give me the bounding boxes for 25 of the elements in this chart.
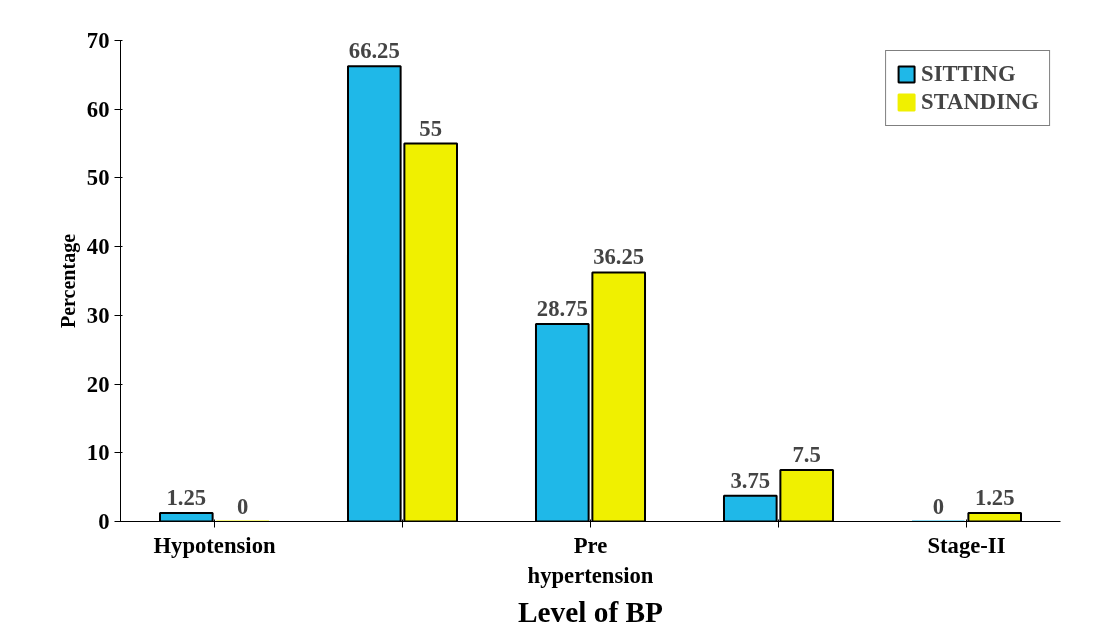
legend-label: SITTING — [921, 61, 1016, 87]
data-label: 0 — [237, 493, 249, 519]
x-tick-label: Stage-II — [927, 532, 1006, 558]
x-tick-label: Hypotension — [153, 532, 276, 558]
data-label: 66.25 — [348, 38, 400, 64]
y-tick-label: 0 — [98, 509, 110, 534]
data-label: 7.5 — [792, 441, 821, 467]
data-label: 1.25 — [974, 484, 1015, 510]
y-tick-label: 10 — [86, 440, 110, 466]
y-tick-label: 20 — [86, 371, 110, 397]
legend-label: STANDING — [921, 89, 1039, 115]
data-label: 28.75 — [536, 295, 588, 321]
y-tick-label: 60 — [86, 96, 110, 122]
y-axis-title: Percentage — [56, 233, 80, 329]
data-label: 1.25 — [166, 484, 207, 510]
data-label: 55 — [419, 115, 443, 141]
x-tick-label: Pre hypertension — [527, 532, 654, 588]
data-label: 3.75 — [730, 467, 771, 493]
data-label: 0 — [932, 493, 944, 519]
y-tick-label: 40 — [86, 234, 110, 260]
x-axis-title: Level of BP — [518, 595, 664, 628]
data-label: 36.25 — [593, 244, 645, 270]
y-tick-label: 70 — [86, 28, 110, 53]
y-tick-label: 30 — [86, 302, 110, 328]
y-tick-label: 50 — [86, 165, 110, 191]
